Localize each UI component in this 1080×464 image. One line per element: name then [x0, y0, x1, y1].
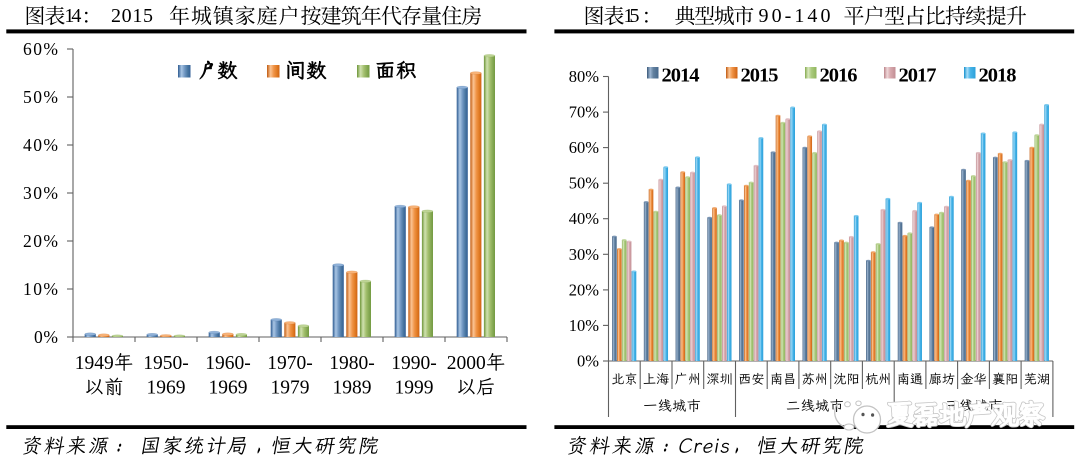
svg-text:2016: 2016 [820, 65, 858, 87]
svg-text:1949: 1949 [75, 353, 114, 374]
svg-text:50%: 50% [569, 174, 600, 193]
svg-text:1989: 1989 [333, 378, 372, 399]
svg-text:0%: 0% [34, 327, 58, 347]
svg-text:30%: 30% [23, 183, 58, 203]
svg-text:70%: 70% [569, 103, 600, 122]
svg-text:1969: 1969 [147, 378, 186, 399]
svg-text:14: 14 [64, 5, 81, 27]
svg-text:1970-: 1970- [267, 353, 313, 374]
svg-text:90-140: 90-140 [759, 5, 831, 27]
svg-text:2017: 2017 [899, 65, 937, 87]
svg-text:0%: 0% [577, 351, 599, 370]
svg-text:10%: 10% [569, 316, 600, 335]
svg-text:10%: 10% [23, 279, 58, 299]
svg-text:1980-: 1980- [329, 353, 375, 374]
svg-text:30%: 30% [569, 245, 600, 264]
svg-text:50%: 50% [23, 87, 58, 107]
svg-text:1990-: 1990- [391, 353, 437, 374]
svg-text:80%: 80% [569, 67, 600, 86]
svg-text:2014: 2014 [662, 65, 700, 87]
svg-text:2015: 2015 [111, 5, 153, 27]
svg-text:15: 15 [624, 5, 640, 27]
svg-text:60%: 60% [23, 39, 58, 59]
svg-text:20%: 20% [569, 280, 600, 299]
svg-text:2000: 2000 [447, 353, 486, 374]
svg-text:1979: 1979 [271, 378, 310, 399]
svg-text:1969: 1969 [209, 378, 248, 399]
svg-text:1999: 1999 [395, 378, 434, 399]
svg-text:2018: 2018 [979, 65, 1017, 87]
svg-text:2015: 2015 [741, 65, 779, 87]
svg-text:40%: 40% [23, 135, 58, 155]
svg-text:20%: 20% [23, 231, 58, 251]
svg-text:1960-: 1960- [205, 353, 251, 374]
svg-text:40%: 40% [569, 209, 600, 228]
svg-text:60%: 60% [569, 138, 600, 157]
svg-text:1950-: 1950- [143, 353, 189, 374]
